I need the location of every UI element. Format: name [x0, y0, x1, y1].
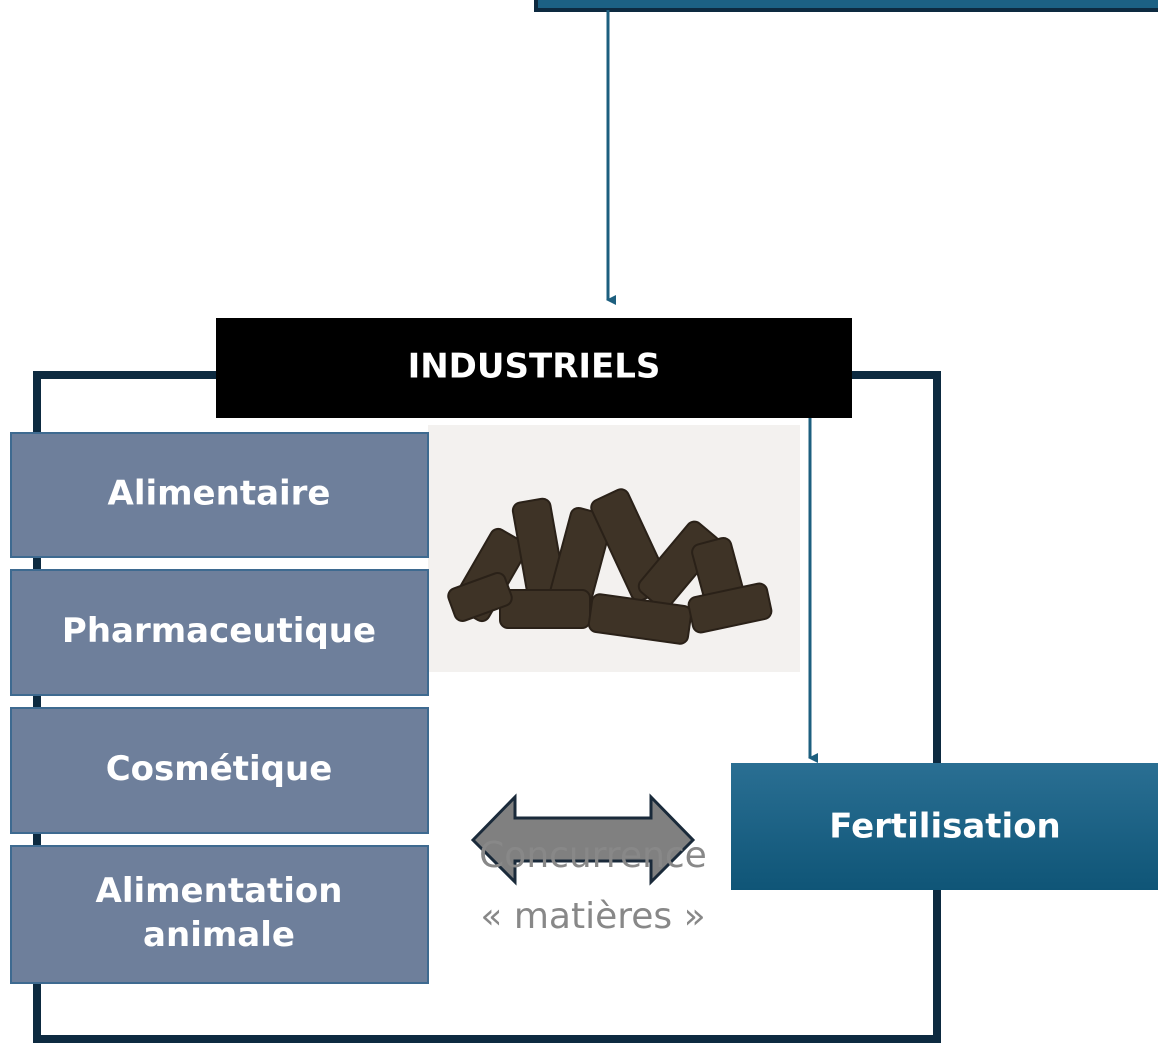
sector-label: Pharmaceutique: [62, 611, 376, 651]
fertilisation: Fertilisation: [829, 807, 1061, 847]
page: {"header": "INDUSTRIELS", "sectors": [["…: [0, 0, 1158, 1046]
sector-label: Alimentaire: [108, 474, 331, 514]
pellets-image: [428, 425, 800, 672]
sector-label: Cosmétique: [106, 749, 333, 789]
header: INDUSTRIELS: [408, 347, 661, 387]
competition-line: « matières »: [480, 896, 705, 937]
diagram: INDUSTRIELS Alimentaire Pharmaceutique Cos…: [0, 0, 1158, 1046]
top-box: [536, 0, 1158, 10]
sector-label: Alimentation: [96, 871, 343, 911]
competition-line: Concurrence: [479, 835, 707, 876]
sector-label: animale: [143, 915, 295, 955]
